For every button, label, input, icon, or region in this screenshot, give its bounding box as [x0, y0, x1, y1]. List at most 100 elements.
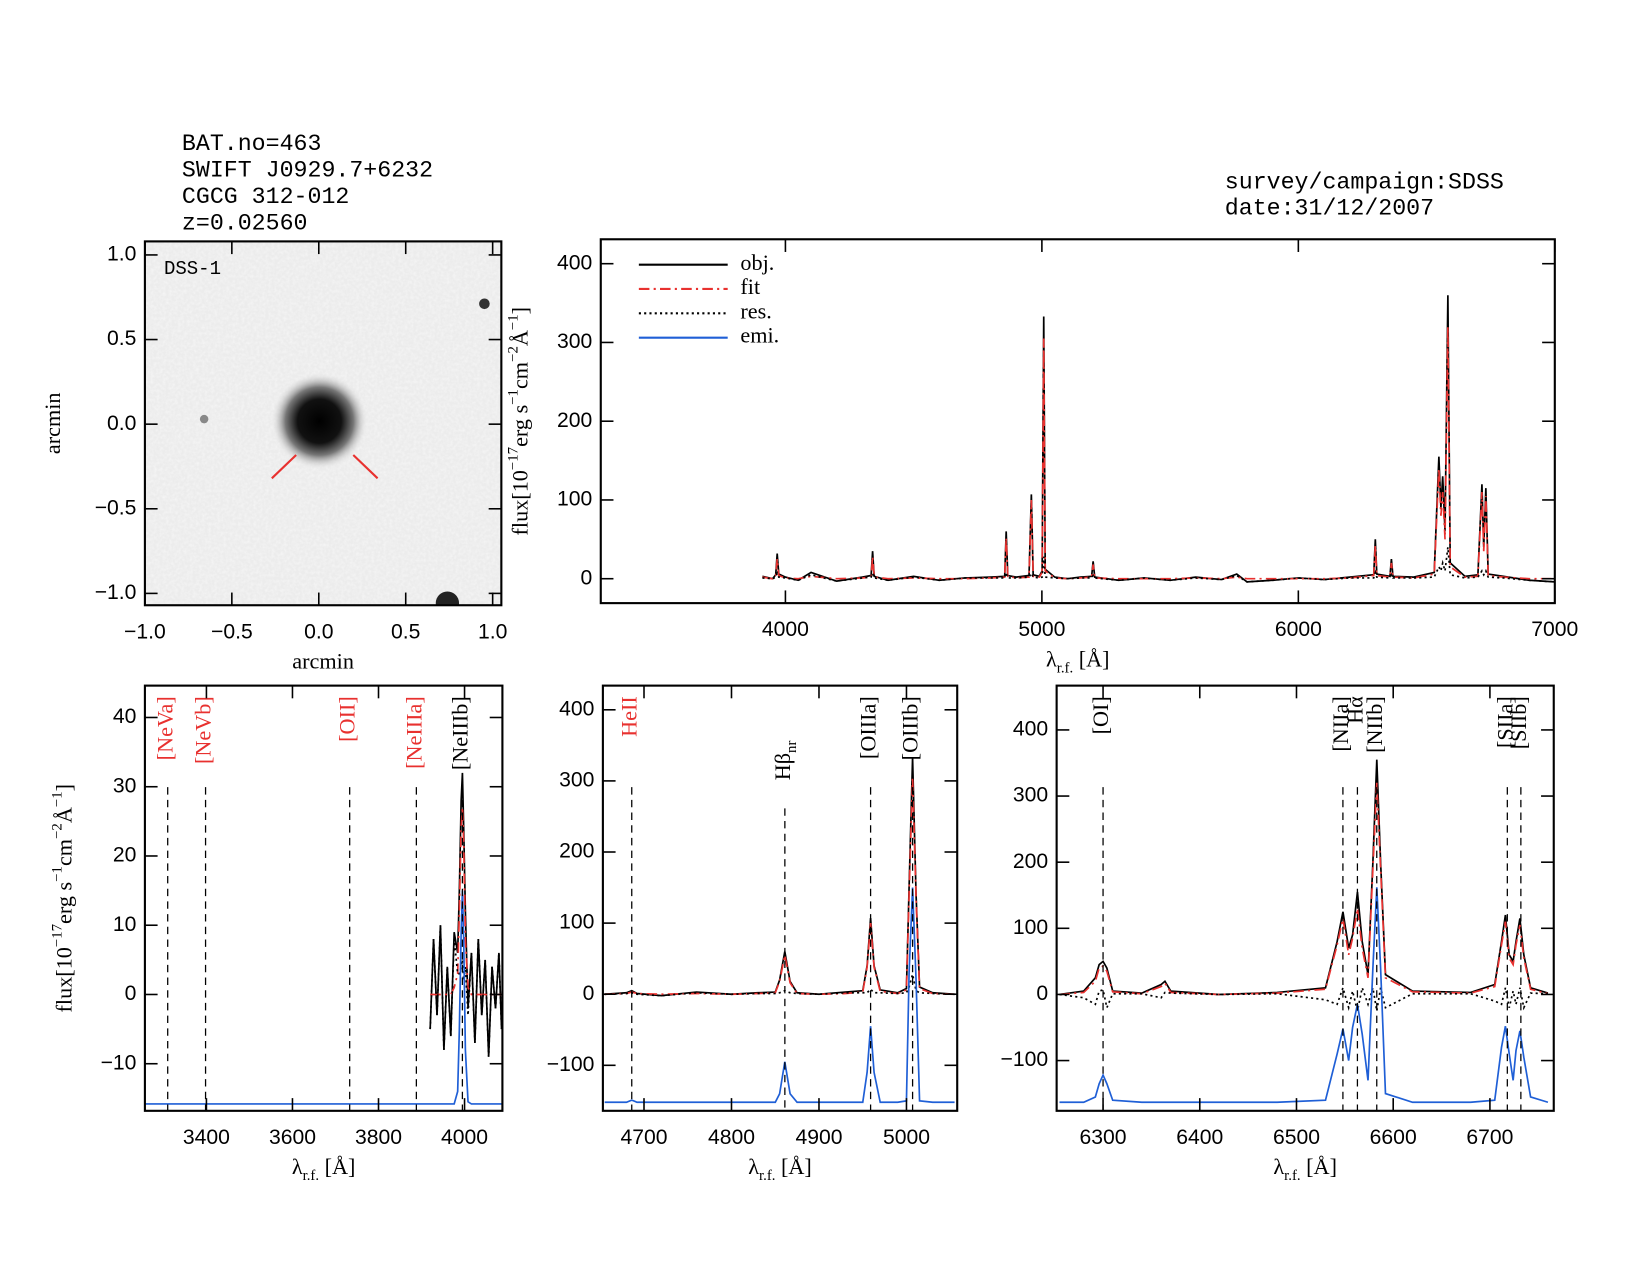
y-label-sup: −1 [506, 389, 522, 405]
line-name: HeII [617, 696, 642, 737]
y-label-sup: −1 [506, 314, 522, 330]
y-label-text: flux[10 [52, 947, 77, 1012]
x-axis-label: λr.f. [Å] [1046, 646, 1110, 676]
y-tick-label: 200 [559, 840, 594, 863]
axes-frame [1055, 684, 1555, 1112]
line-name: Hβ [770, 753, 795, 780]
series-line [1059, 984, 1548, 1012]
x-tick-label: 6400 [1176, 1126, 1223, 1149]
x-axis-label: λr.f. [Å] [1273, 1154, 1337, 1184]
y-tick-label: 0 [583, 982, 595, 1005]
line-label: [NeIIIa] [401, 696, 426, 769]
y-tick-label: 400 [559, 697, 594, 720]
x-tick-label: 3800 [355, 1126, 402, 1149]
y-axis-label: flux[10−17erg s−1cm−2Å−1] [50, 784, 77, 1013]
line-label: [NIIb] [1362, 696, 1387, 753]
x-tick-label: −1.0 [124, 620, 166, 643]
x-tick-label: 3600 [269, 1126, 316, 1149]
y-tick-label: 0 [581, 566, 593, 589]
x-tick-label: 5000 [1018, 618, 1065, 641]
y-tick-label: 400 [557, 251, 592, 274]
axes-frame [601, 684, 959, 1112]
y-tick-label: 0 [1036, 982, 1048, 1005]
x-tick-label: 1.0 [478, 620, 507, 643]
y-tick-label: 300 [1013, 784, 1048, 807]
x-axis-label: λr.f. [Å] [748, 1154, 812, 1184]
y-label-text: ] [52, 784, 77, 791]
y-tick-label: −10 [101, 1051, 137, 1074]
galaxy-name: CGCG 312-012 [182, 184, 349, 210]
x-tick-label: 6500 [1273, 1126, 1320, 1149]
y-tick-label: 0.5 [107, 327, 136, 350]
bat-number: BAT.no=463 [182, 131, 322, 157]
y-tick-label: 200 [1013, 850, 1048, 873]
galaxy [270, 372, 369, 470]
y-tick-label: 300 [557, 330, 592, 353]
x-axis-label: λr.f. [Å] [292, 1154, 356, 1184]
legend-label: fit [740, 274, 761, 299]
y-tick-label: 100 [557, 488, 592, 511]
x-tick-label: 6300 [1080, 1126, 1127, 1149]
x-label-unit: [Å] [775, 1154, 811, 1179]
line-name: [OII] [335, 696, 360, 742]
swift-id: SWIFT J0929.7+6232 [182, 158, 433, 184]
line-name: [NeVa] [153, 696, 178, 760]
y-tick-label: 1.0 [107, 243, 136, 266]
y-tick-label: −100 [547, 1053, 595, 1076]
x-tick-label: 0.0 [304, 620, 333, 643]
marker [271, 454, 297, 480]
star [435, 591, 460, 606]
y-tick-label: 0 [125, 982, 137, 1005]
y-label-sup: −17 [506, 447, 522, 470]
line-name: [NeIIIb] [447, 696, 472, 770]
x-tick-label: 6700 [1466, 1126, 1513, 1149]
series-line [762, 547, 1555, 583]
line-label: Hα [1343, 696, 1368, 724]
line-label: [SIIa] [1492, 696, 1517, 748]
series-line [604, 777, 955, 996]
y-tick-label: −1.0 [95, 581, 137, 604]
x-tick-label: 7000 [1531, 618, 1578, 641]
marker [352, 454, 379, 480]
y-label-sup: −17 [50, 924, 66, 947]
line-name: [SIIb] [1506, 696, 1531, 749]
y-label-text: Å [52, 807, 77, 823]
y-tick-label: −0.5 [95, 496, 137, 519]
line-name: [SIIa] [1492, 696, 1517, 748]
line-name: [NeVb] [191, 696, 216, 764]
line-name: [NeIIIa] [401, 696, 426, 769]
y-tick-label: 400 [1013, 718, 1048, 741]
x-label-text: λ [1273, 1154, 1284, 1179]
legend-label: obj. [740, 250, 774, 275]
image-label: DSS-1 [164, 258, 221, 280]
line-label: [OII] [335, 696, 360, 742]
line-name: [OIIIb] [898, 696, 923, 760]
axes-frame [143, 240, 503, 607]
y-tick-label: 30 [113, 774, 137, 797]
x-label-unit: [Å] [1301, 1154, 1337, 1179]
line-name: Hα [1343, 696, 1368, 724]
x-tick-label: 4000 [441, 1126, 488, 1149]
y-label-sup: −1 [50, 791, 66, 807]
y-label-text: ] [508, 307, 533, 314]
y-label-text: cm [508, 362, 533, 389]
x-tick-label: 4000 [762, 618, 809, 641]
x-tick-label: 6000 [1275, 618, 1322, 641]
series-line [429, 925, 503, 1057]
star [479, 298, 490, 310]
line-label: [NIIa] [1328, 696, 1353, 751]
line-label: [NeVa] [153, 696, 178, 760]
y-tick-label: 40 [113, 705, 137, 728]
y-tick-label: −100 [1001, 1048, 1049, 1071]
x-label-sub: r.f. [1057, 661, 1073, 677]
x-label-text: λ [1046, 646, 1057, 671]
legend-label: res. [740, 298, 771, 323]
x-tick-label: 4900 [795, 1126, 842, 1149]
x-label-text: arcmin [292, 649, 354, 674]
x-tick-label: 5000 [883, 1126, 930, 1149]
line-label: [OIIIb] [898, 696, 923, 760]
y-tick-label: 200 [557, 409, 592, 432]
sky-image [144, 241, 502, 606]
